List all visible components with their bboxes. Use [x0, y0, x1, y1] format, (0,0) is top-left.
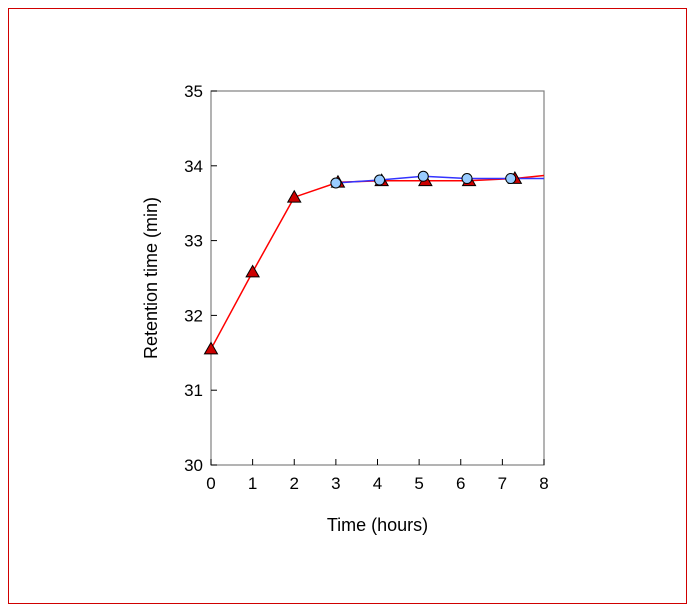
- x-tick-label: 3: [331, 474, 340, 493]
- x-tick-label: 6: [456, 474, 465, 493]
- circle-marker: [330, 177, 342, 189]
- x-tick-label: 5: [414, 474, 423, 493]
- circle-marker: [461, 173, 473, 185]
- x-tick-label: 7: [498, 474, 507, 493]
- triangle-marker: [203, 341, 219, 355]
- x-axis-title: Time (hours): [327, 515, 428, 535]
- x-tick-label: 8: [539, 474, 548, 493]
- triangle-marker: [245, 264, 260, 278]
- y-axis: 30 31 32 33 34 35: [184, 82, 217, 475]
- circle-marker: [505, 173, 517, 185]
- circle-marker: [374, 174, 386, 186]
- y-tick-label: 34: [184, 157, 203, 176]
- x-axis: 0 1 2 3 4 5 6 7 8: [206, 459, 549, 493]
- y-tick-label: 31: [184, 381, 203, 400]
- series-lines: [210, 174, 545, 350]
- x-tick-label: 4: [373, 474, 382, 493]
- y-tick-label: 35: [184, 82, 203, 101]
- circle-marker: [417, 170, 429, 182]
- plot-border: [210, 90, 545, 466]
- y-tick-label: 32: [184, 306, 203, 325]
- x-tick-label: 1: [248, 474, 257, 493]
- x-tick-label: 2: [290, 474, 299, 493]
- triangle-marker: [286, 189, 302, 203]
- y-tick-label: 33: [184, 232, 203, 251]
- y-axis-title: Retention time (min): [141, 197, 161, 359]
- y-tick-label: 30: [184, 456, 203, 475]
- x-tick-label: 0: [206, 474, 215, 493]
- series-line: [210, 174, 545, 350]
- series-markers: [203, 170, 523, 355]
- plot-area: [210, 90, 545, 466]
